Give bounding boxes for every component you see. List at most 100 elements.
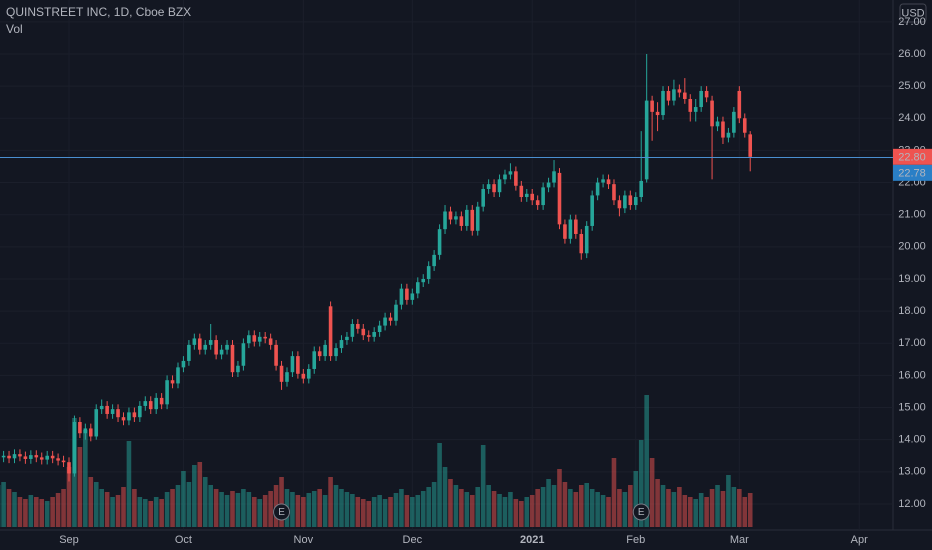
- volume-bar: [709, 489, 715, 527]
- volume-bar: [290, 492, 295, 527]
- candle-body: [78, 422, 82, 434]
- volume-bar: [589, 489, 595, 527]
- volume-bar: [126, 441, 132, 527]
- volume-bar: [622, 492, 628, 527]
- volume-bar: [529, 495, 535, 527]
- volume-bar: [660, 485, 666, 527]
- candle-body: [552, 171, 556, 183]
- volume-bar: [121, 487, 126, 527]
- volume-bar: [213, 489, 219, 527]
- volume-bar: [442, 467, 448, 527]
- volume-bar: [731, 487, 737, 527]
- candle-body: [356, 323, 360, 329]
- candle-body: [443, 211, 447, 230]
- volume-bar: [377, 495, 382, 527]
- currency[interactable]: USD: [901, 7, 924, 19]
- volume-bar: [655, 479, 660, 527]
- candle-body: [45, 455, 49, 460]
- candle-body: [405, 288, 409, 300]
- volume-bar: [617, 489, 622, 527]
- volume-bar: [28, 495, 34, 527]
- candle-body: [257, 336, 262, 342]
- volume-bar: [17, 497, 23, 527]
- earnings-label: E: [278, 507, 285, 518]
- volume-bar: [12, 492, 17, 527]
- candle-body: [677, 89, 682, 93]
- candle-body: [388, 317, 393, 321]
- volume-bar: [262, 495, 268, 527]
- y-tick-label: 19.00: [898, 273, 926, 285]
- volume-bar: [219, 492, 224, 527]
- volume-bar: [322, 495, 328, 527]
- volume-bar: [241, 489, 246, 527]
- candle-body: [415, 282, 420, 294]
- volume-bar: [508, 492, 513, 527]
- candle-body: [247, 335, 251, 344]
- candle-body: [34, 455, 39, 458]
- volume-bar: [720, 491, 726, 527]
- candle-body: [377, 325, 382, 333]
- candle-body: [361, 328, 366, 336]
- volume-bar: [726, 475, 731, 527]
- x-tick-label: Feb: [626, 534, 645, 546]
- candle-body: [579, 233, 584, 254]
- candle-body: [465, 209, 469, 226]
- y-tick-label: 16.00: [898, 369, 926, 381]
- volume-bar: [704, 497, 709, 527]
- candle-body: [699, 90, 703, 108]
- candle-body: [454, 216, 458, 220]
- volume-bar: [671, 492, 677, 527]
- volume-bar: [366, 501, 372, 527]
- candle-body: [241, 343, 246, 366]
- volume-bar: [600, 495, 606, 527]
- currency-box[interactable]: [899, 3, 927, 23]
- last-price-box: [893, 148, 932, 165]
- candle-body: [165, 380, 169, 405]
- candle-body: [236, 365, 240, 373]
- y-tick-label: 24.00: [898, 112, 926, 124]
- volume-bar: [137, 497, 143, 527]
- candle-body: [296, 356, 300, 374]
- candle-body: [56, 458, 60, 461]
- volume-bar: [546, 479, 551, 527]
- candle-body: [328, 306, 333, 357]
- candle-body: [459, 216, 464, 226]
- volume-bar: [513, 499, 519, 527]
- candle-body: [121, 417, 126, 421]
- volume-bar: [301, 497, 306, 527]
- volume-bar: [410, 497, 415, 527]
- volume-bar: [464, 492, 470, 527]
- volume-bar: [382, 499, 388, 527]
- volume-bar: [393, 493, 399, 527]
- candle-body: [421, 278, 426, 283]
- candle-body: [290, 356, 295, 373]
- y-tick-label: 12.00: [898, 498, 926, 510]
- candle-body: [617, 200, 622, 209]
- candle-body: [219, 349, 224, 355]
- x-tick-label: Apr: [851, 534, 868, 546]
- candle-body: [595, 182, 600, 196]
- volume-bar: [677, 487, 682, 527]
- candles: [1, 53, 753, 482]
- chart-title: QUINSTREET INC, 1D, Cboe BZX: [6, 5, 191, 19]
- candle-body: [110, 409, 115, 414]
- volume-bar: [535, 489, 540, 527]
- candle-body: [306, 368, 311, 379]
- candle-body: [138, 405, 142, 418]
- volume-bar: [355, 497, 361, 527]
- volume-bar: [568, 489, 573, 527]
- candle-body: [274, 344, 278, 366]
- volume-bar: [747, 493, 753, 527]
- candle-body: [372, 332, 376, 337]
- candle-body: [590, 195, 594, 226]
- price-line-box: [893, 164, 932, 181]
- candle-body: [197, 338, 202, 350]
- volume-bar: [682, 495, 688, 527]
- volume-bar: [502, 497, 508, 527]
- candle-body: [606, 179, 611, 185]
- candle-body: [410, 293, 415, 300]
- earnings-marker: [273, 503, 291, 521]
- volume-bar: [104, 492, 110, 527]
- x-tick-label: Dec: [403, 534, 423, 546]
